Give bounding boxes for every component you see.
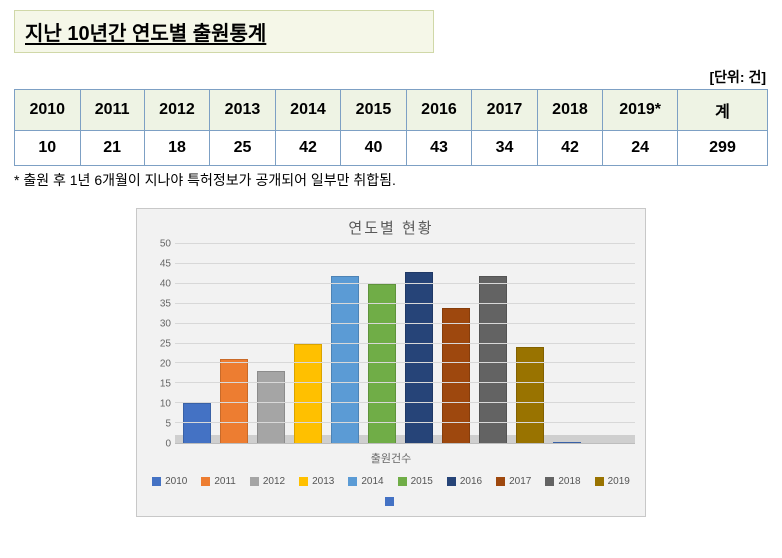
y-tick-label: 20 [160,359,171,370]
table-header-cell: 2010 [15,90,81,131]
legend-swatch [496,477,505,486]
bar [553,442,581,443]
legend-swatch [152,477,161,486]
y-tick-label: 40 [160,279,171,290]
legend-label: 2016 [460,476,482,487]
grid-line [175,323,635,324]
bar [368,284,396,443]
legend-swatch [595,477,604,486]
page-title-block: 지난 10년간 연도별 출원통계 [14,10,434,53]
legend-item: 2014 [348,476,383,487]
legend-item: 2015 [398,476,433,487]
grid-line [175,382,635,383]
legend-label: 2012 [263,476,285,487]
legend-item [385,497,398,506]
table-cell: 42 [537,131,603,166]
legend-swatch [299,477,308,486]
grid-line [175,402,635,403]
legend-swatch [348,477,357,486]
bar [331,276,359,443]
bar [479,276,507,443]
page-title: 지난 10년간 연도별 출원통계 [25,17,423,46]
grid-line [175,422,635,423]
table-header-cell: 2012 [144,90,210,131]
y-tick-label: 15 [160,379,171,390]
unit-label: [단위: 건] [14,67,768,87]
table-cell: 25 [210,131,276,166]
legend-swatch [398,477,407,486]
table-header-cell: 2014 [275,90,341,131]
legend-item: 2018 [545,476,580,487]
x-axis-label: 출원건수 [147,450,635,466]
y-axis: 05101520253035404550 [147,244,175,444]
table-header-cell: 2017 [472,90,538,131]
grid-line [175,243,635,244]
table-value-row: 10211825424043344224299 [15,131,768,166]
legend-item: 2019 [595,476,630,487]
legend-item: 2012 [250,476,285,487]
bar [220,359,248,443]
y-tick-label: 10 [160,399,171,410]
y-tick-label: 35 [160,299,171,310]
legend-swatch [545,477,554,486]
legend-swatch [447,477,456,486]
y-tick-label: 25 [160,339,171,350]
grid-line [175,362,635,363]
legend-swatch [385,497,394,506]
table-header-cell: 2016 [406,90,472,131]
grid-line [175,283,635,284]
table-cell: 42 [275,131,341,166]
chart-container: 연도별 현황 05101520253035404550 출원건수 2010201… [136,208,646,517]
bar [405,272,433,443]
table-header-total: 계 [678,90,768,131]
table-header-cell: 2013 [210,90,276,131]
table-header-cell: 2019* [603,90,678,131]
legend: 2010 2011 2012 2013 2014 2015 2016 2017 2018 2019 [147,476,635,506]
y-tick-label: 45 [160,259,171,270]
table-cell: 43 [406,131,472,166]
legend-item: 2010 [152,476,187,487]
grid-line [175,303,635,304]
table-cell: 40 [341,131,407,166]
grid-line [175,343,635,344]
table-header-cell: 2011 [80,90,144,131]
legend-item: 2013 [299,476,334,487]
table-cell: 34 [472,131,538,166]
legend-label: 2011 [214,476,236,487]
legend-label: 2018 [558,476,580,487]
legend-label: 2015 [411,476,433,487]
table-header-cell: 2018 [537,90,603,131]
bar [294,344,322,444]
legend-item: 2016 [447,476,482,487]
legend-label: 2019 [608,476,630,487]
legend-item: 2011 [201,476,236,487]
legend-label: 2010 [165,476,187,487]
y-tick-label: 50 [160,239,171,250]
table-cell: 21 [80,131,144,166]
y-tick-label: 0 [165,439,171,450]
table-cell: 18 [144,131,210,166]
table-header-row: 2010201120122013201420152016201720182019… [15,90,768,131]
y-tick-label: 30 [160,319,171,330]
legend-label: 2013 [312,476,334,487]
table-total-cell: 299 [678,131,768,166]
chart-area: 05101520253035404550 [147,244,635,444]
legend-item: 2017 [496,476,531,487]
table-header-cell: 2015 [341,90,407,131]
stats-table: 2010201120122013201420152016201720182019… [14,89,768,166]
footnote: * 출원 후 1년 6개월이 지나야 특허정보가 공개되어 일부만 취합됨. [14,170,768,190]
legend-label: 2014 [361,476,383,487]
legend-label: 2017 [509,476,531,487]
chart-title: 연도별 현황 [147,217,635,238]
bars-group [175,244,623,443]
legend-swatch [201,477,210,486]
table-cell: 24 [603,131,678,166]
grid-line [175,263,635,264]
table-cell: 10 [15,131,81,166]
legend-swatch [250,477,259,486]
plot-area [175,244,635,444]
y-tick-label: 5 [165,419,171,430]
